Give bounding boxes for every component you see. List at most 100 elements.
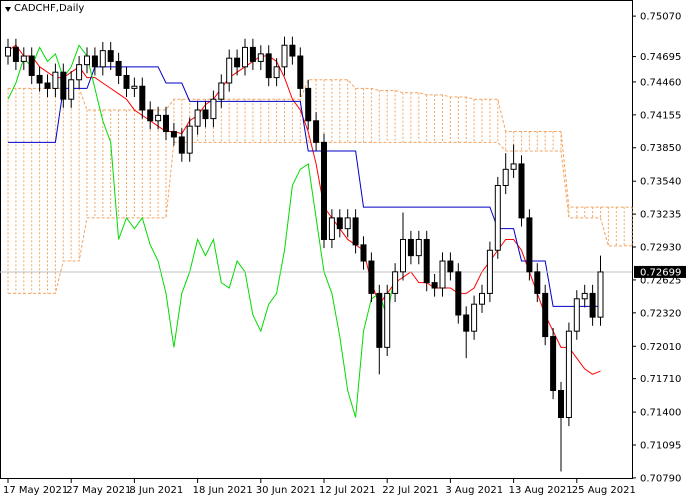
candle-body [565, 330, 572, 418]
y-tick-label: 0.72930 [640, 243, 681, 254]
candle-body [265, 53, 272, 79]
y-tick-label: 0.72625 [640, 275, 681, 286]
y-tick-label: 0.71095 [640, 441, 681, 452]
candle-body [376, 292, 383, 348]
candle-body [542, 292, 549, 338]
candle-body [407, 238, 414, 257]
y-tick-label: 0.73850 [640, 143, 681, 154]
candle-body [76, 64, 83, 81]
y-tick-label: 0.74695 [640, 52, 681, 63]
candle-body [518, 163, 525, 219]
candle-body [510, 163, 517, 170]
chart-title: CADCHF,Daily [14, 3, 84, 14]
candle-body [194, 109, 201, 127]
candle-body [439, 260, 446, 289]
candle-body [44, 82, 51, 89]
candle-body [415, 238, 422, 257]
candle-body [28, 55, 35, 76]
candle-body [471, 303, 478, 332]
candle-body [360, 244, 367, 262]
x-tick-label: 8 Jun 2021 [129, 485, 183, 496]
candle-body [107, 50, 114, 62]
axes: 0.75070 0.74695 0.74460 0.74155 0.73850 0.735… [3, 12, 686, 496]
x-tick-label: 25 Aug 2021 [572, 485, 636, 496]
x-tick-label: 17 May 2021 [3, 485, 68, 496]
candle-body [336, 217, 343, 230]
x-tick-label: 18 Jun 2021 [193, 485, 253, 496]
candle-body [502, 168, 509, 187]
y-tick-label: 0.73235 [640, 210, 681, 221]
candle-body [202, 109, 209, 120]
x-tick-label: 30 Jun 2021 [256, 485, 316, 496]
candle-body [60, 71, 67, 100]
candle-body [234, 57, 241, 68]
y-tick-label: 0.72010 [640, 342, 681, 353]
x-tick-label: 13 Aug 2021 [509, 485, 573, 496]
candle-body [131, 85, 138, 89]
candle-body [297, 55, 304, 89]
candle-body [289, 44, 296, 57]
candle-body [84, 55, 90, 66]
candle-body [486, 249, 493, 294]
candle-body [242, 46, 248, 68]
y-tick-label: 0.74460 [640, 77, 681, 88]
candle-body [218, 82, 225, 100]
candle-body [392, 271, 399, 294]
candle-body [328, 217, 335, 240]
candle-body [305, 87, 312, 122]
y-tick-label: 0.71400 [640, 408, 681, 419]
plot-area [0, 36, 633, 472]
x-tick-label: 22 Jul 2021 [382, 485, 439, 496]
candle-body [384, 292, 391, 348]
candle-body [5, 46, 11, 57]
candle-body [178, 136, 185, 154]
current-price-box [634, 265, 686, 278]
candle-body [597, 271, 604, 318]
candle-body [139, 85, 146, 111]
candle-body [321, 141, 327, 240]
candle-body [352, 217, 359, 246]
candle-body [400, 238, 406, 273]
candle-body [186, 125, 193, 154]
candle-body [479, 292, 485, 305]
candle-body [170, 131, 177, 138]
candle-body [558, 390, 564, 418]
x-tick-label: 27 May 2021 [66, 485, 131, 496]
candle-body [147, 109, 154, 122]
y-tick-label: 0.71710 [640, 374, 681, 385]
y-tick-label: 0.70790 [640, 473, 681, 484]
candle-body [423, 238, 430, 284]
candle-body [91, 55, 98, 68]
indicator-line [7, 44, 396, 418]
indicator-line [7, 44, 601, 375]
candle-body [36, 74, 43, 84]
candle-body [155, 114, 162, 122]
candle-body [447, 260, 454, 273]
candle-body [455, 271, 462, 316]
y-tick-label: 0.75070 [640, 12, 681, 23]
candle-body [210, 98, 217, 120]
y-tick-label: 0.73540 [640, 177, 681, 188]
candle-body [226, 57, 233, 84]
candle-body [273, 66, 280, 79]
candle-body [526, 217, 533, 273]
candle-body [281, 44, 288, 68]
candle-body [573, 298, 580, 332]
candle-body [368, 260, 375, 294]
candle-body [494, 185, 501, 251]
candle-body [431, 282, 438, 289]
candle-body [52, 71, 59, 89]
candle-body [123, 74, 130, 89]
indicator-line [8, 66, 601, 307]
candle-body [344, 217, 351, 230]
cloud-edge [8, 141, 633, 294]
candle-body [534, 271, 541, 294]
candle-body [99, 50, 106, 68]
x-tick-label: 12 Jul 2021 [319, 485, 376, 496]
candle-body [463, 314, 470, 332]
candle-body [12, 46, 19, 62]
y-tick-label: 0.72320 [640, 308, 681, 319]
candle-body [115, 60, 122, 76]
y-tick-label: 0.74155 [640, 110, 681, 121]
